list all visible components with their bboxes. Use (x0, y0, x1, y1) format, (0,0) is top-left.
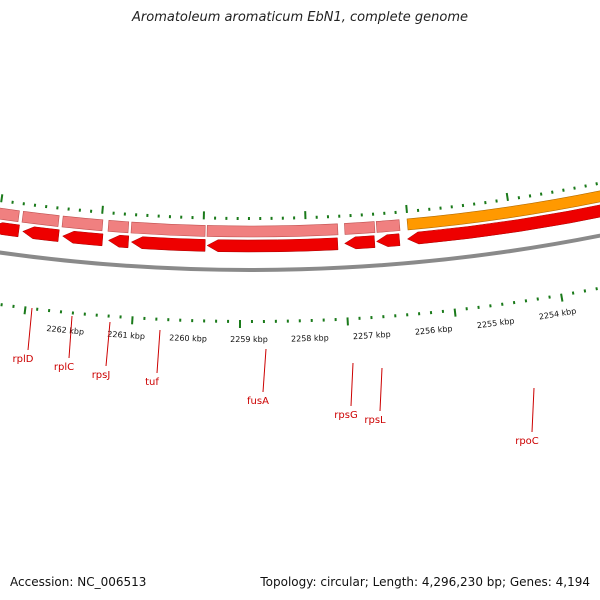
cds-arrow (130, 236, 206, 252)
gene-band (206, 223, 339, 238)
minor-tick (583, 289, 587, 293)
major-tick (405, 204, 408, 214)
minor-tick (573, 186, 576, 190)
gene-leader-line (262, 348, 267, 393)
gene-label-rpsJ: rpsJ (92, 370, 111, 381)
gene-label-rplD: rplD (13, 354, 34, 365)
major-tick (23, 306, 27, 315)
gene-band (61, 215, 104, 232)
cds-arrow (107, 234, 130, 249)
gene-leader-line (68, 315, 73, 359)
scale-label: 2258 kbp (291, 333, 329, 343)
cds-arrow (344, 235, 376, 250)
scale-label: 2254 kbp (538, 306, 577, 321)
gene-label-tuf: tuf (145, 377, 159, 388)
gene-band (0, 207, 20, 223)
gene-label-rplC: rplC (54, 362, 74, 373)
accession-label: Accession: NC_006513 (10, 575, 147, 589)
scale-label: 2257 kbp (353, 330, 391, 341)
scale-ticks (0, 182, 598, 328)
gene-band (21, 210, 60, 227)
major-tick (101, 205, 104, 214)
minor-tick (551, 190, 554, 194)
gene-leader-line (156, 329, 161, 374)
gene-band (406, 190, 600, 231)
scale-label: 2262 kbp (46, 324, 84, 337)
major-tick (505, 192, 509, 202)
map-title: Aromatoleum aromaticum EbN1, complete ge… (132, 10, 468, 25)
cds-arrow (406, 204, 600, 245)
minor-tick (595, 182, 598, 186)
genome-backbone (0, 233, 600, 272)
gene-leader-line (379, 367, 383, 412)
major-tick (131, 316, 134, 325)
scale-label: 2256 kbp (415, 324, 453, 337)
gene-band (375, 219, 401, 233)
gene-leader-line (531, 387, 535, 433)
gene-leader-line (105, 321, 111, 367)
gene-features (0, 190, 600, 253)
gene-band (107, 219, 130, 234)
gene-leader-line (27, 307, 33, 351)
gene-labels: rplD rplC rpsJ tuf fusA rpsG rpsL rpoC (13, 307, 539, 447)
scale-labels: 2262 kbp 2261 kbp 2260 kbp 2259 kbp 2258 kbp… (46, 306, 577, 344)
cds-arrow (376, 233, 401, 247)
major-tick (0, 194, 4, 203)
cds-arrow (62, 230, 104, 247)
gene-band (130, 221, 206, 237)
cds-arrow (206, 237, 339, 253)
scale-label: 2261 kbp (107, 330, 145, 341)
gene-band (344, 221, 376, 235)
minor-tick (571, 291, 575, 295)
minor-tick (595, 287, 598, 291)
gene-label-rpsG: rpsG (334, 410, 357, 421)
gene-leader-line (350, 362, 354, 407)
major-tick (453, 308, 457, 317)
minor-tick (584, 184, 587, 188)
topology-label: Topology: circular; Length: 4,296,230 bp… (260, 575, 590, 589)
major-tick (560, 293, 564, 302)
gene-label-rpoC: rpoC (515, 436, 539, 447)
cds-arrow (0, 222, 20, 238)
scale-label: 2255 kbp (476, 316, 515, 330)
gene-label-fusA: fusA (247, 396, 269, 407)
scale-label: 2260 kbp (169, 333, 207, 343)
cds-arrow (22, 226, 60, 242)
scale-label: 2259 kbp (230, 335, 268, 344)
gene-label-rpsL: rpsL (364, 415, 386, 426)
minor-tick (562, 188, 565, 192)
